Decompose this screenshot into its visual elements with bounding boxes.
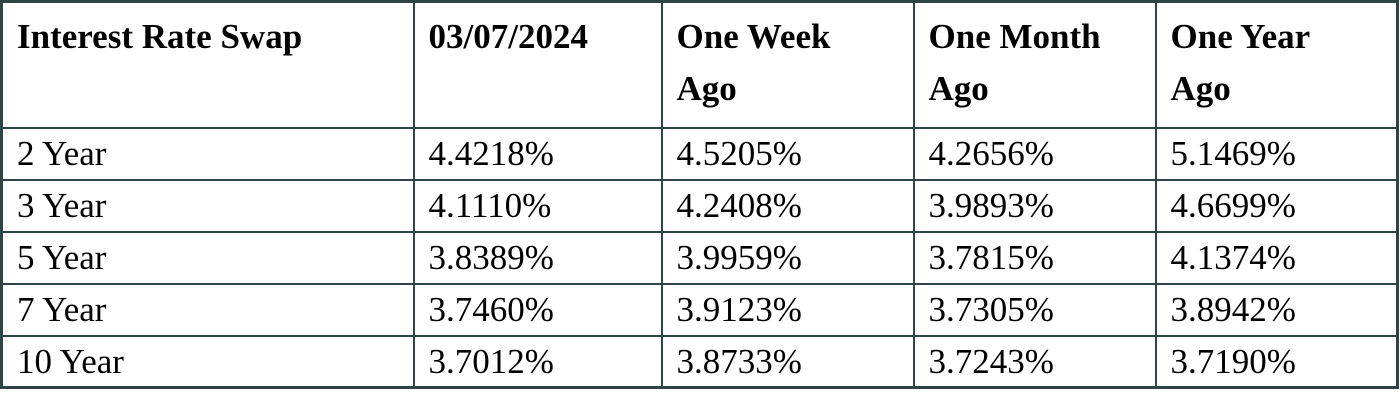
rate-cell: 3.7815% bbox=[912, 230, 1157, 285]
column-header-one-year-ago: One Year Ago bbox=[1154, 0, 1399, 129]
column-header-one-week-ago: One Week Ago bbox=[660, 0, 915, 129]
row-label: 2 Year bbox=[0, 126, 415, 181]
column-header-label: 03/07/2024 bbox=[428, 17, 588, 56]
rate-cell: 3.7460% bbox=[412, 282, 663, 337]
column-header-label: Interest Rate Swap bbox=[17, 17, 303, 56]
rate-cell: 4.1374% bbox=[1154, 230, 1399, 285]
rate-cell: 3.9123% bbox=[660, 282, 915, 337]
table-row-7-year: 7 Year 3.7460% 3.9123% 3.7305% 3.8942% bbox=[0, 282, 1399, 337]
rate-cell: 3.7012% bbox=[412, 334, 663, 389]
column-header-label: One Year Ago bbox=[1170, 17, 1310, 108]
rate-cell: 4.4218% bbox=[412, 126, 663, 181]
row-label: 10 Year bbox=[0, 334, 415, 389]
rate-cell: 3.7190% bbox=[1154, 334, 1399, 389]
rate-cell: 4.6699% bbox=[1154, 178, 1399, 233]
rate-cell: 3.7243% bbox=[912, 334, 1157, 389]
table-row-5-year: 5 Year 3.8389% 3.9959% 3.7815% 4.1374% bbox=[0, 230, 1399, 285]
table-row-10-year: 10 Year 3.7012% 3.8733% 3.7243% 3.7190% bbox=[0, 334, 1399, 389]
rate-cell: 3.8389% bbox=[412, 230, 663, 285]
table-row-2-year: 2 Year 4.4218% 4.5205% 4.2656% 5.1469% bbox=[0, 126, 1399, 181]
row-label: 3 Year bbox=[0, 178, 415, 233]
table-header: Interest Rate Swap 03/07/2024 One Week A… bbox=[0, 0, 1399, 129]
rate-cell: 4.1110% bbox=[412, 178, 663, 233]
column-header-label: One Month Ago bbox=[928, 17, 1101, 108]
rate-cell: 3.8942% bbox=[1154, 282, 1399, 337]
rate-cell: 3.7305% bbox=[912, 282, 1157, 337]
row-label: 5 Year bbox=[0, 230, 415, 285]
table-body: 2 Year 4.4218% 4.5205% 4.2656% 5.1469% 3… bbox=[0, 126, 1399, 389]
rate-cell: 3.8733% bbox=[660, 334, 915, 389]
row-label: 7 Year bbox=[0, 282, 415, 337]
interest-rate-swap-table: Interest Rate Swap 03/07/2024 One Week A… bbox=[0, 0, 1399, 389]
rate-cell: 4.2408% bbox=[660, 178, 915, 233]
header-row: Interest Rate Swap 03/07/2024 One Week A… bbox=[0, 0, 1399, 129]
rate-cell: 5.1469% bbox=[1154, 126, 1399, 181]
table-row-3-year: 3 Year 4.1110% 4.2408% 3.9893% 4.6699% bbox=[0, 178, 1399, 233]
rate-cell: 4.5205% bbox=[660, 126, 915, 181]
rate-cell: 3.9893% bbox=[912, 178, 1157, 233]
column-header-current-date: 03/07/2024 bbox=[412, 0, 663, 129]
rate-cell: 4.2656% bbox=[912, 126, 1157, 181]
rate-cell: 3.9959% bbox=[660, 230, 915, 285]
column-header-instrument: Interest Rate Swap bbox=[0, 0, 415, 129]
column-header-label: One Week Ago bbox=[676, 17, 831, 108]
column-header-one-month-ago: One Month Ago bbox=[912, 0, 1157, 129]
